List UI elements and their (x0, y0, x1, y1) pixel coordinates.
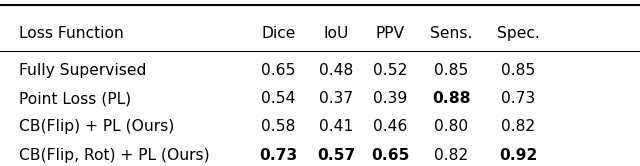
Text: 0.58: 0.58 (261, 120, 296, 134)
Text: 0.73: 0.73 (259, 148, 298, 163)
Text: 0.88: 0.88 (432, 91, 470, 106)
Text: 0.39: 0.39 (373, 91, 408, 106)
Text: CB(Flip) + PL (Ours): CB(Flip) + PL (Ours) (19, 120, 175, 134)
Text: 0.85: 0.85 (434, 63, 468, 78)
Text: 0.57: 0.57 (317, 148, 355, 163)
Text: 0.82: 0.82 (501, 120, 536, 134)
Text: CB(Flip, Rot) + PL (Ours): CB(Flip, Rot) + PL (Ours) (19, 148, 210, 163)
Text: 0.65: 0.65 (371, 148, 410, 163)
Text: Fully Supervised: Fully Supervised (19, 63, 147, 78)
Text: Spec.: Spec. (497, 26, 540, 41)
Text: 0.80: 0.80 (434, 120, 468, 134)
Text: 0.82: 0.82 (434, 148, 468, 163)
Text: 0.46: 0.46 (373, 120, 408, 134)
Text: 0.54: 0.54 (261, 91, 296, 106)
Text: 0.85: 0.85 (501, 63, 536, 78)
Text: 0.37: 0.37 (319, 91, 353, 106)
Text: 0.48: 0.48 (319, 63, 353, 78)
Text: 0.73: 0.73 (501, 91, 536, 106)
Text: 0.92: 0.92 (499, 148, 538, 163)
Text: IoU: IoU (323, 26, 349, 41)
Text: Dice: Dice (261, 26, 296, 41)
Text: Sens.: Sens. (430, 26, 472, 41)
Text: 0.41: 0.41 (319, 120, 353, 134)
Text: Loss Function: Loss Function (19, 26, 124, 41)
Text: PPV: PPV (376, 26, 405, 41)
Text: 0.52: 0.52 (373, 63, 408, 78)
Text: Point Loss (PL): Point Loss (PL) (19, 91, 131, 106)
Text: 0.65: 0.65 (261, 63, 296, 78)
